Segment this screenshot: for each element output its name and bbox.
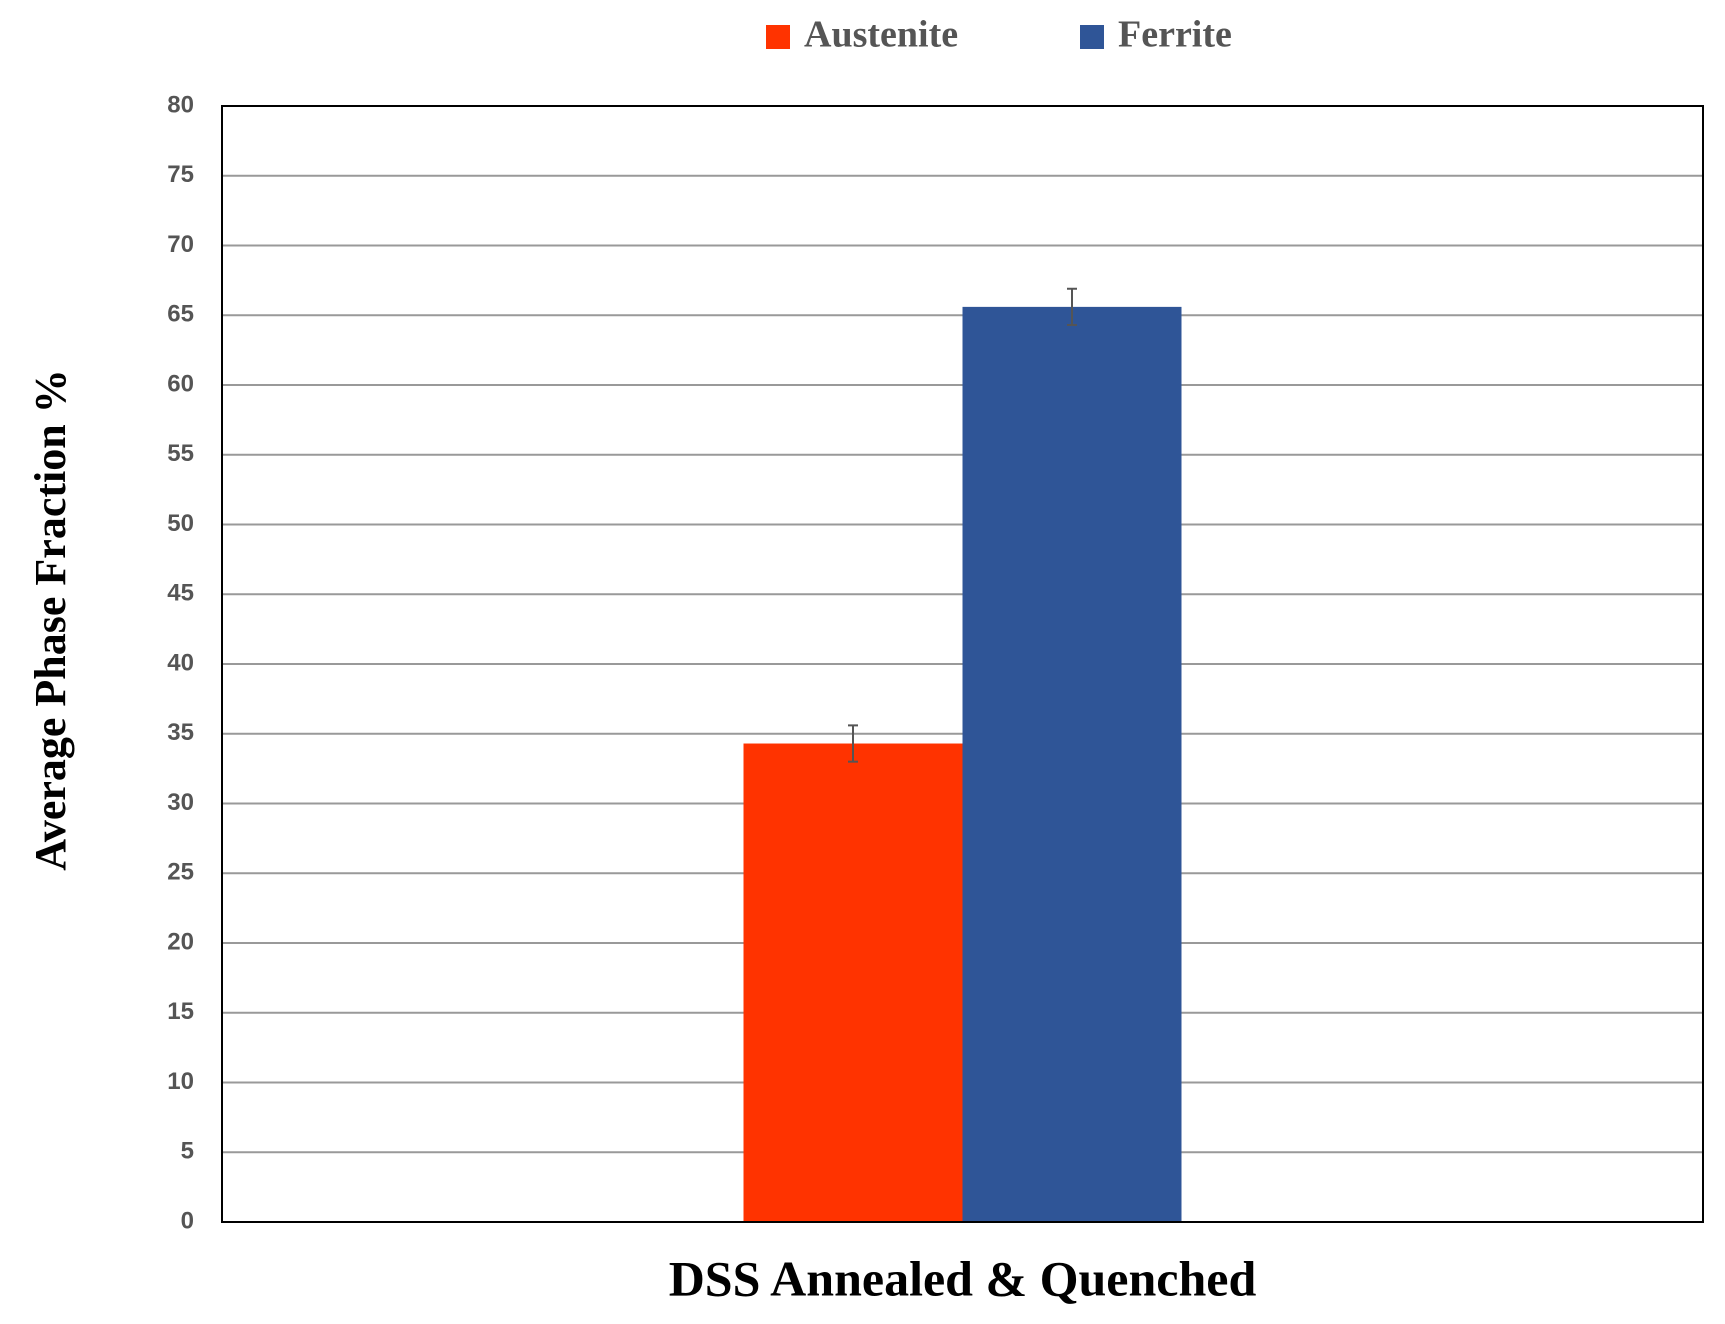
y-tick-label: 35 <box>167 719 194 746</box>
error-bar <box>848 724 858 763</box>
plot-border <box>221 105 1704 1223</box>
y-tick-label: 40 <box>167 649 194 676</box>
y-tick-label: 25 <box>167 859 194 886</box>
y-tick-label: 5 <box>181 1138 194 1165</box>
legend-swatch <box>1080 25 1104 49</box>
y-tick-label: 0 <box>181 1207 194 1234</box>
y-tick-label: 30 <box>167 789 194 816</box>
y-tick-label: 55 <box>167 440 194 467</box>
y-axis-label: Average Phase Fraction % <box>26 369 75 870</box>
y-tick-label: 70 <box>167 231 194 258</box>
x-tick-label: DSS Annealed & Quenched <box>669 1250 1257 1306</box>
y-tick-label: 20 <box>167 928 194 955</box>
legend-swatch <box>766 25 790 49</box>
y-tick-label: 75 <box>167 161 194 188</box>
bar <box>962 306 1182 1222</box>
y-tick-label: 60 <box>167 370 194 397</box>
error-bar <box>1067 287 1077 327</box>
y-tick-label: 80 <box>167 91 194 118</box>
bar <box>743 743 963 1222</box>
legend-label: Ferrite <box>1118 14 1232 56</box>
legend-label: Austenite <box>804 14 958 56</box>
y-tick-label: 10 <box>167 1068 194 1095</box>
y-tick-label: 15 <box>167 998 194 1025</box>
y-tick-label: 50 <box>167 510 194 537</box>
y-tick-label: 45 <box>167 580 194 607</box>
y-tick-label: 65 <box>167 301 194 328</box>
